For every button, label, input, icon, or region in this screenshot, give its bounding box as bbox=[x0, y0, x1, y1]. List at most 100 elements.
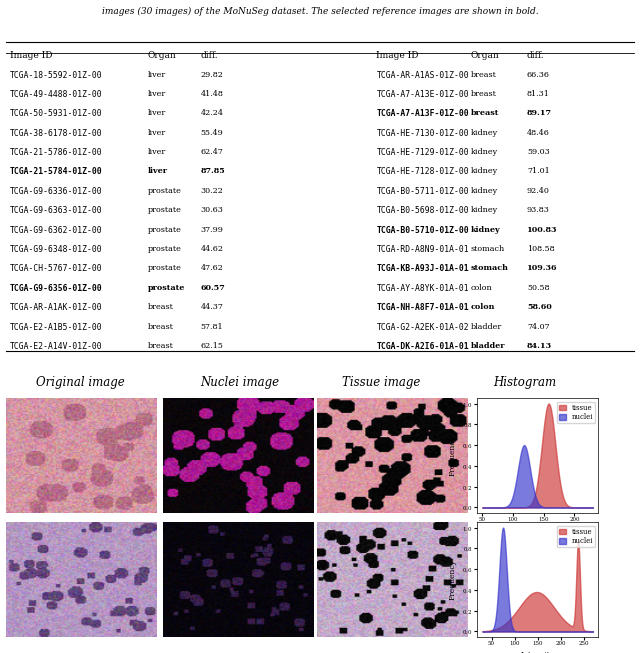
Text: 48.46: 48.46 bbox=[527, 129, 550, 136]
Text: TCGA-49-4488-01Z-00: TCGA-49-4488-01Z-00 bbox=[10, 90, 102, 99]
Text: diff.: diff. bbox=[527, 51, 545, 60]
Text: 47.62: 47.62 bbox=[201, 264, 224, 272]
Text: TCGA-G9-6363-01Z-00: TCGA-G9-6363-01Z-00 bbox=[10, 206, 102, 215]
Text: TCGA-AR-A1AK-01Z-00: TCGA-AR-A1AK-01Z-00 bbox=[10, 303, 102, 312]
Legend: tissue, nuclei: tissue, nuclei bbox=[557, 526, 595, 547]
Text: 71.01: 71.01 bbox=[527, 167, 550, 176]
Text: TCGA-AY-A8YK-01A-01: TCGA-AY-A8YK-01A-01 bbox=[376, 284, 469, 293]
X-axis label: Intensity: Intensity bbox=[520, 528, 555, 535]
Text: Histogram: Histogram bbox=[493, 375, 556, 389]
Text: Nuclei image: Nuclei image bbox=[200, 375, 280, 389]
Text: TCGA-DK-A2I6-01A-01: TCGA-DK-A2I6-01A-01 bbox=[376, 342, 469, 351]
Text: liver: liver bbox=[148, 167, 168, 176]
Y-axis label: Frequency: Frequency bbox=[449, 559, 456, 600]
Text: 109.36: 109.36 bbox=[527, 264, 557, 272]
Text: TCGA-18-5592-01Z-00: TCGA-18-5592-01Z-00 bbox=[10, 71, 102, 80]
Text: TCGA-AR-A1AS-01Z-00: TCGA-AR-A1AS-01Z-00 bbox=[376, 71, 469, 80]
Text: Tissue image: Tissue image bbox=[342, 375, 420, 389]
Text: bladder: bladder bbox=[470, 342, 505, 350]
Legend: tissue, nuclei: tissue, nuclei bbox=[557, 402, 595, 423]
Text: TCGA-G2-A2EK-01A-02: TCGA-G2-A2EK-01A-02 bbox=[376, 323, 469, 332]
Text: Organ: Organ bbox=[470, 51, 499, 60]
Text: prostate: prostate bbox=[148, 206, 181, 214]
Text: liver: liver bbox=[148, 148, 166, 156]
Text: breast: breast bbox=[470, 109, 499, 118]
Text: TCGA-B0-5711-01Z-00: TCGA-B0-5711-01Z-00 bbox=[376, 187, 469, 196]
Text: breast: breast bbox=[470, 90, 497, 98]
Text: 93.83: 93.83 bbox=[527, 206, 550, 214]
Text: 42.24: 42.24 bbox=[201, 109, 224, 118]
Text: TCGA-E2-A14V-01Z-00: TCGA-E2-A14V-01Z-00 bbox=[10, 342, 102, 351]
Text: liver: liver bbox=[148, 129, 166, 136]
Text: TCGA-RD-A8N9-01A-01: TCGA-RD-A8N9-01A-01 bbox=[376, 245, 469, 254]
Text: TCGA-21-5786-01Z-00: TCGA-21-5786-01Z-00 bbox=[10, 148, 102, 157]
Text: Original image: Original image bbox=[36, 375, 124, 389]
Text: 30.63: 30.63 bbox=[201, 206, 224, 214]
Text: 58.60: 58.60 bbox=[527, 303, 552, 311]
Text: 84.13: 84.13 bbox=[527, 342, 552, 350]
Text: breast: breast bbox=[148, 323, 173, 330]
Text: prostate: prostate bbox=[148, 187, 181, 195]
Text: 37.99: 37.99 bbox=[201, 226, 224, 234]
Text: stomach: stomach bbox=[470, 264, 508, 272]
Text: TCGA-HE-7128-01Z-00: TCGA-HE-7128-01Z-00 bbox=[376, 167, 469, 176]
Text: 87.85: 87.85 bbox=[201, 167, 225, 176]
Text: breast: breast bbox=[470, 71, 497, 78]
X-axis label: Intensity: Intensity bbox=[520, 652, 555, 653]
Text: stomach: stomach bbox=[470, 245, 505, 253]
Text: TCGA-E2-A1B5-01Z-00: TCGA-E2-A1B5-01Z-00 bbox=[10, 323, 102, 332]
Text: 92.40: 92.40 bbox=[527, 187, 550, 195]
Text: 108.58: 108.58 bbox=[527, 245, 555, 253]
Text: TCGA-CH-5767-01Z-00: TCGA-CH-5767-01Z-00 bbox=[10, 264, 102, 274]
Text: prostate: prostate bbox=[148, 226, 181, 234]
Text: 89.17: 89.17 bbox=[527, 109, 552, 118]
Text: 30.22: 30.22 bbox=[201, 187, 224, 195]
Text: breast: breast bbox=[148, 303, 173, 311]
Y-axis label: Frequency: Frequency bbox=[449, 435, 456, 476]
Text: prostate: prostate bbox=[148, 245, 181, 253]
Text: bladder: bladder bbox=[470, 323, 502, 330]
Text: liver: liver bbox=[148, 109, 166, 118]
Text: TCGA-38-6178-01Z-00: TCGA-38-6178-01Z-00 bbox=[10, 129, 102, 138]
Text: TCGA-KB-A93J-01A-01: TCGA-KB-A93J-01A-01 bbox=[376, 264, 469, 274]
Text: TCGA-50-5931-01Z-00: TCGA-50-5931-01Z-00 bbox=[10, 109, 102, 118]
Text: 60.57: 60.57 bbox=[201, 284, 225, 292]
Text: breast: breast bbox=[148, 342, 173, 350]
Text: 44.37: 44.37 bbox=[201, 303, 224, 311]
Text: TCGA-B0-5710-01Z-00: TCGA-B0-5710-01Z-00 bbox=[376, 226, 469, 234]
Text: TCGA-B0-5698-01Z-00: TCGA-B0-5698-01Z-00 bbox=[376, 206, 469, 215]
Text: prostate: prostate bbox=[148, 264, 181, 272]
Text: TCGA-G9-6348-01Z-00: TCGA-G9-6348-01Z-00 bbox=[10, 245, 102, 254]
Text: 62.15: 62.15 bbox=[201, 342, 224, 350]
Text: 66.36: 66.36 bbox=[527, 71, 550, 78]
Text: TCGA-HE-7129-01Z-00: TCGA-HE-7129-01Z-00 bbox=[376, 148, 469, 157]
Text: colon: colon bbox=[470, 303, 495, 311]
Text: kidney: kidney bbox=[470, 167, 498, 176]
Text: 50.58: 50.58 bbox=[527, 284, 550, 292]
Text: 55.49: 55.49 bbox=[201, 129, 223, 136]
Text: 74.07: 74.07 bbox=[527, 323, 550, 330]
Text: 59.03: 59.03 bbox=[527, 148, 550, 156]
Text: 57.81: 57.81 bbox=[201, 323, 223, 330]
Text: Image ID: Image ID bbox=[10, 51, 52, 60]
Text: images (30 images) of the MoNuSeg dataset. The selected reference images are sho: images (30 images) of the MoNuSeg datase… bbox=[102, 7, 538, 16]
Text: kidney: kidney bbox=[470, 187, 498, 195]
Text: 62.47: 62.47 bbox=[201, 148, 224, 156]
Text: 44.62: 44.62 bbox=[201, 245, 224, 253]
Text: Organ: Organ bbox=[148, 51, 176, 60]
Text: TCGA-21-5784-01Z-00: TCGA-21-5784-01Z-00 bbox=[10, 167, 102, 176]
Text: TCGA-G9-6356-01Z-00: TCGA-G9-6356-01Z-00 bbox=[10, 284, 102, 293]
Text: kidney: kidney bbox=[470, 226, 500, 234]
Text: diff.: diff. bbox=[201, 51, 218, 60]
Text: TCGA-NH-A8F7-01A-01: TCGA-NH-A8F7-01A-01 bbox=[376, 303, 469, 312]
Text: TCGA-HE-7130-01Z-00: TCGA-HE-7130-01Z-00 bbox=[376, 129, 469, 138]
Text: Image ID: Image ID bbox=[376, 51, 419, 60]
Text: 41.48: 41.48 bbox=[201, 90, 224, 98]
Text: TCGA-G9-6362-01Z-00: TCGA-G9-6362-01Z-00 bbox=[10, 226, 102, 234]
Text: kidney: kidney bbox=[470, 206, 498, 214]
Text: liver: liver bbox=[148, 90, 166, 98]
Text: TCGA-G9-6336-01Z-00: TCGA-G9-6336-01Z-00 bbox=[10, 187, 102, 196]
Text: TCGA-A7-A13F-01Z-00: TCGA-A7-A13F-01Z-00 bbox=[376, 109, 469, 118]
Text: kidney: kidney bbox=[470, 148, 498, 156]
Text: prostate: prostate bbox=[148, 284, 185, 292]
